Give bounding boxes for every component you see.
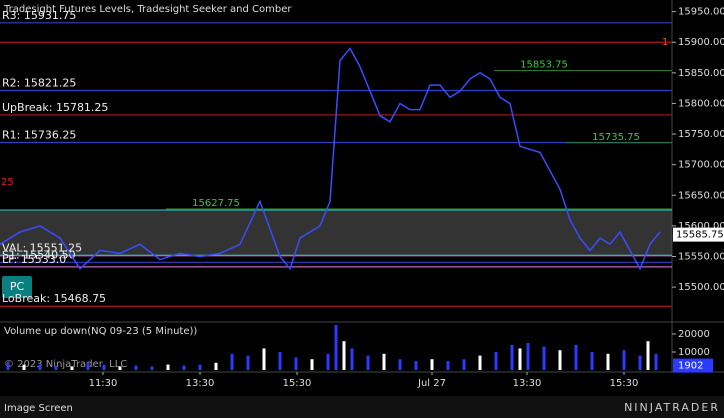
volume-bar	[606, 353, 610, 370]
y-tick-label: 15850.00	[678, 68, 724, 79]
x-tick-label: 15:30	[610, 378, 639, 389]
volume-bar	[38, 364, 42, 370]
volume-bar	[494, 352, 498, 370]
volume-bar	[86, 362, 90, 370]
volume-bar	[118, 366, 122, 370]
volume-bar	[654, 353, 658, 370]
volume-bar	[246, 355, 250, 370]
marker-label: 25	[1, 177, 14, 188]
level-label: R3: 15931.75	[2, 9, 76, 22]
price-line	[0, 47, 661, 271]
y-tick-label: 15700.00	[678, 160, 724, 171]
volume-last-tag	[673, 358, 713, 373]
annotation-label: 15627.75	[192, 198, 240, 209]
volume-bar	[518, 348, 522, 370]
level-label: R1: 15736.25	[2, 128, 76, 141]
volume-bar	[6, 362, 10, 370]
x-tick-label: 13:30	[186, 378, 215, 389]
level-label: VAL: 15551.25	[2, 242, 82, 255]
y-tick-label: 15600.00	[678, 221, 724, 232]
volume-bar	[334, 325, 338, 370]
volume-bar	[622, 350, 626, 370]
volume-bar	[414, 361, 418, 370]
volume-bar	[350, 348, 354, 370]
level-label: LF: 15533.0	[2, 253, 66, 266]
copyright: © 2023 NinjaTrader, LLC	[4, 359, 127, 370]
volume-bar	[262, 348, 266, 370]
volume-bar	[446, 361, 450, 370]
volume-bar	[278, 352, 282, 370]
volume-bar	[382, 353, 386, 370]
volume-bar	[462, 359, 466, 370]
volume-bar	[590, 352, 594, 370]
volume-bar	[166, 364, 170, 370]
volume-bar	[398, 359, 402, 370]
volume-bar	[510, 344, 514, 370]
volume-bar	[526, 343, 530, 370]
volume-bar	[22, 364, 26, 370]
volume-bar	[182, 365, 186, 370]
x-tick-label: 13:30	[513, 378, 542, 389]
volume-bar	[198, 364, 202, 370]
volume-title: Volume up down(NQ 09-23 (5 Minute))	[4, 326, 197, 337]
volume-bar	[574, 344, 578, 370]
volume-bar	[478, 355, 482, 370]
level-label: S1: 15540.50	[2, 248, 76, 261]
volume-bar	[230, 353, 234, 370]
level-label: R2: 15821.25	[2, 76, 76, 89]
volume-last-label: 1902	[678, 361, 703, 372]
status-bar	[0, 396, 724, 418]
volume-bar	[134, 365, 138, 370]
volume-bar	[542, 346, 546, 370]
volume-bar	[310, 359, 314, 370]
value-area-band	[0, 209, 672, 256]
x-tick-label: 11:30	[89, 378, 118, 389]
volume-bar	[102, 364, 106, 370]
volume-bar	[342, 341, 346, 370]
volume-bar	[70, 366, 74, 370]
pc-button-label[interactable]: PC	[10, 280, 25, 293]
y-tick-label: 15800.00	[678, 98, 724, 109]
x-tick-label: 15:30	[283, 378, 312, 389]
volume-bar	[326, 353, 330, 370]
annotation-label: 15853.75	[520, 60, 568, 71]
volume-y-tick-label: 10000	[678, 347, 710, 358]
last-price-tag	[673, 227, 724, 242]
y-tick-label: 15900.00	[678, 37, 724, 48]
volume-bar	[294, 357, 298, 370]
footer-text: Image Screen	[4, 403, 73, 414]
volume-bar	[558, 350, 562, 370]
annotation-label: 15735.75	[592, 132, 640, 143]
volume-bar	[366, 355, 370, 370]
y-tick-label: 15550.00	[678, 251, 724, 262]
volume-y-tick-label: 20000	[678, 329, 710, 340]
y-tick-label: 15950.00	[678, 7, 724, 18]
volume-bar	[646, 341, 650, 370]
volume-bar	[150, 366, 154, 370]
x-tick-label: Jul 27	[417, 378, 446, 389]
level-label: LoBreak: 15468.75	[2, 292, 106, 305]
y-tick-label: 15750.00	[678, 129, 724, 140]
y-tick-label: 15500.00	[678, 282, 724, 293]
volume-bar	[54, 365, 58, 370]
volume-bar	[430, 359, 434, 370]
logo: NINJATRADER	[624, 401, 720, 414]
pc-button[interactable]	[2, 276, 32, 298]
level-label: UpBreak: 15781.25	[2, 101, 108, 114]
last-price-label: 15585.75	[676, 230, 724, 241]
y-tick-label: 15650.00	[678, 190, 724, 201]
chart-title: Tradesight Futures Levels, Tradesight Se…	[3, 4, 292, 15]
volume-bar	[214, 362, 218, 370]
volume-bar	[638, 355, 642, 370]
